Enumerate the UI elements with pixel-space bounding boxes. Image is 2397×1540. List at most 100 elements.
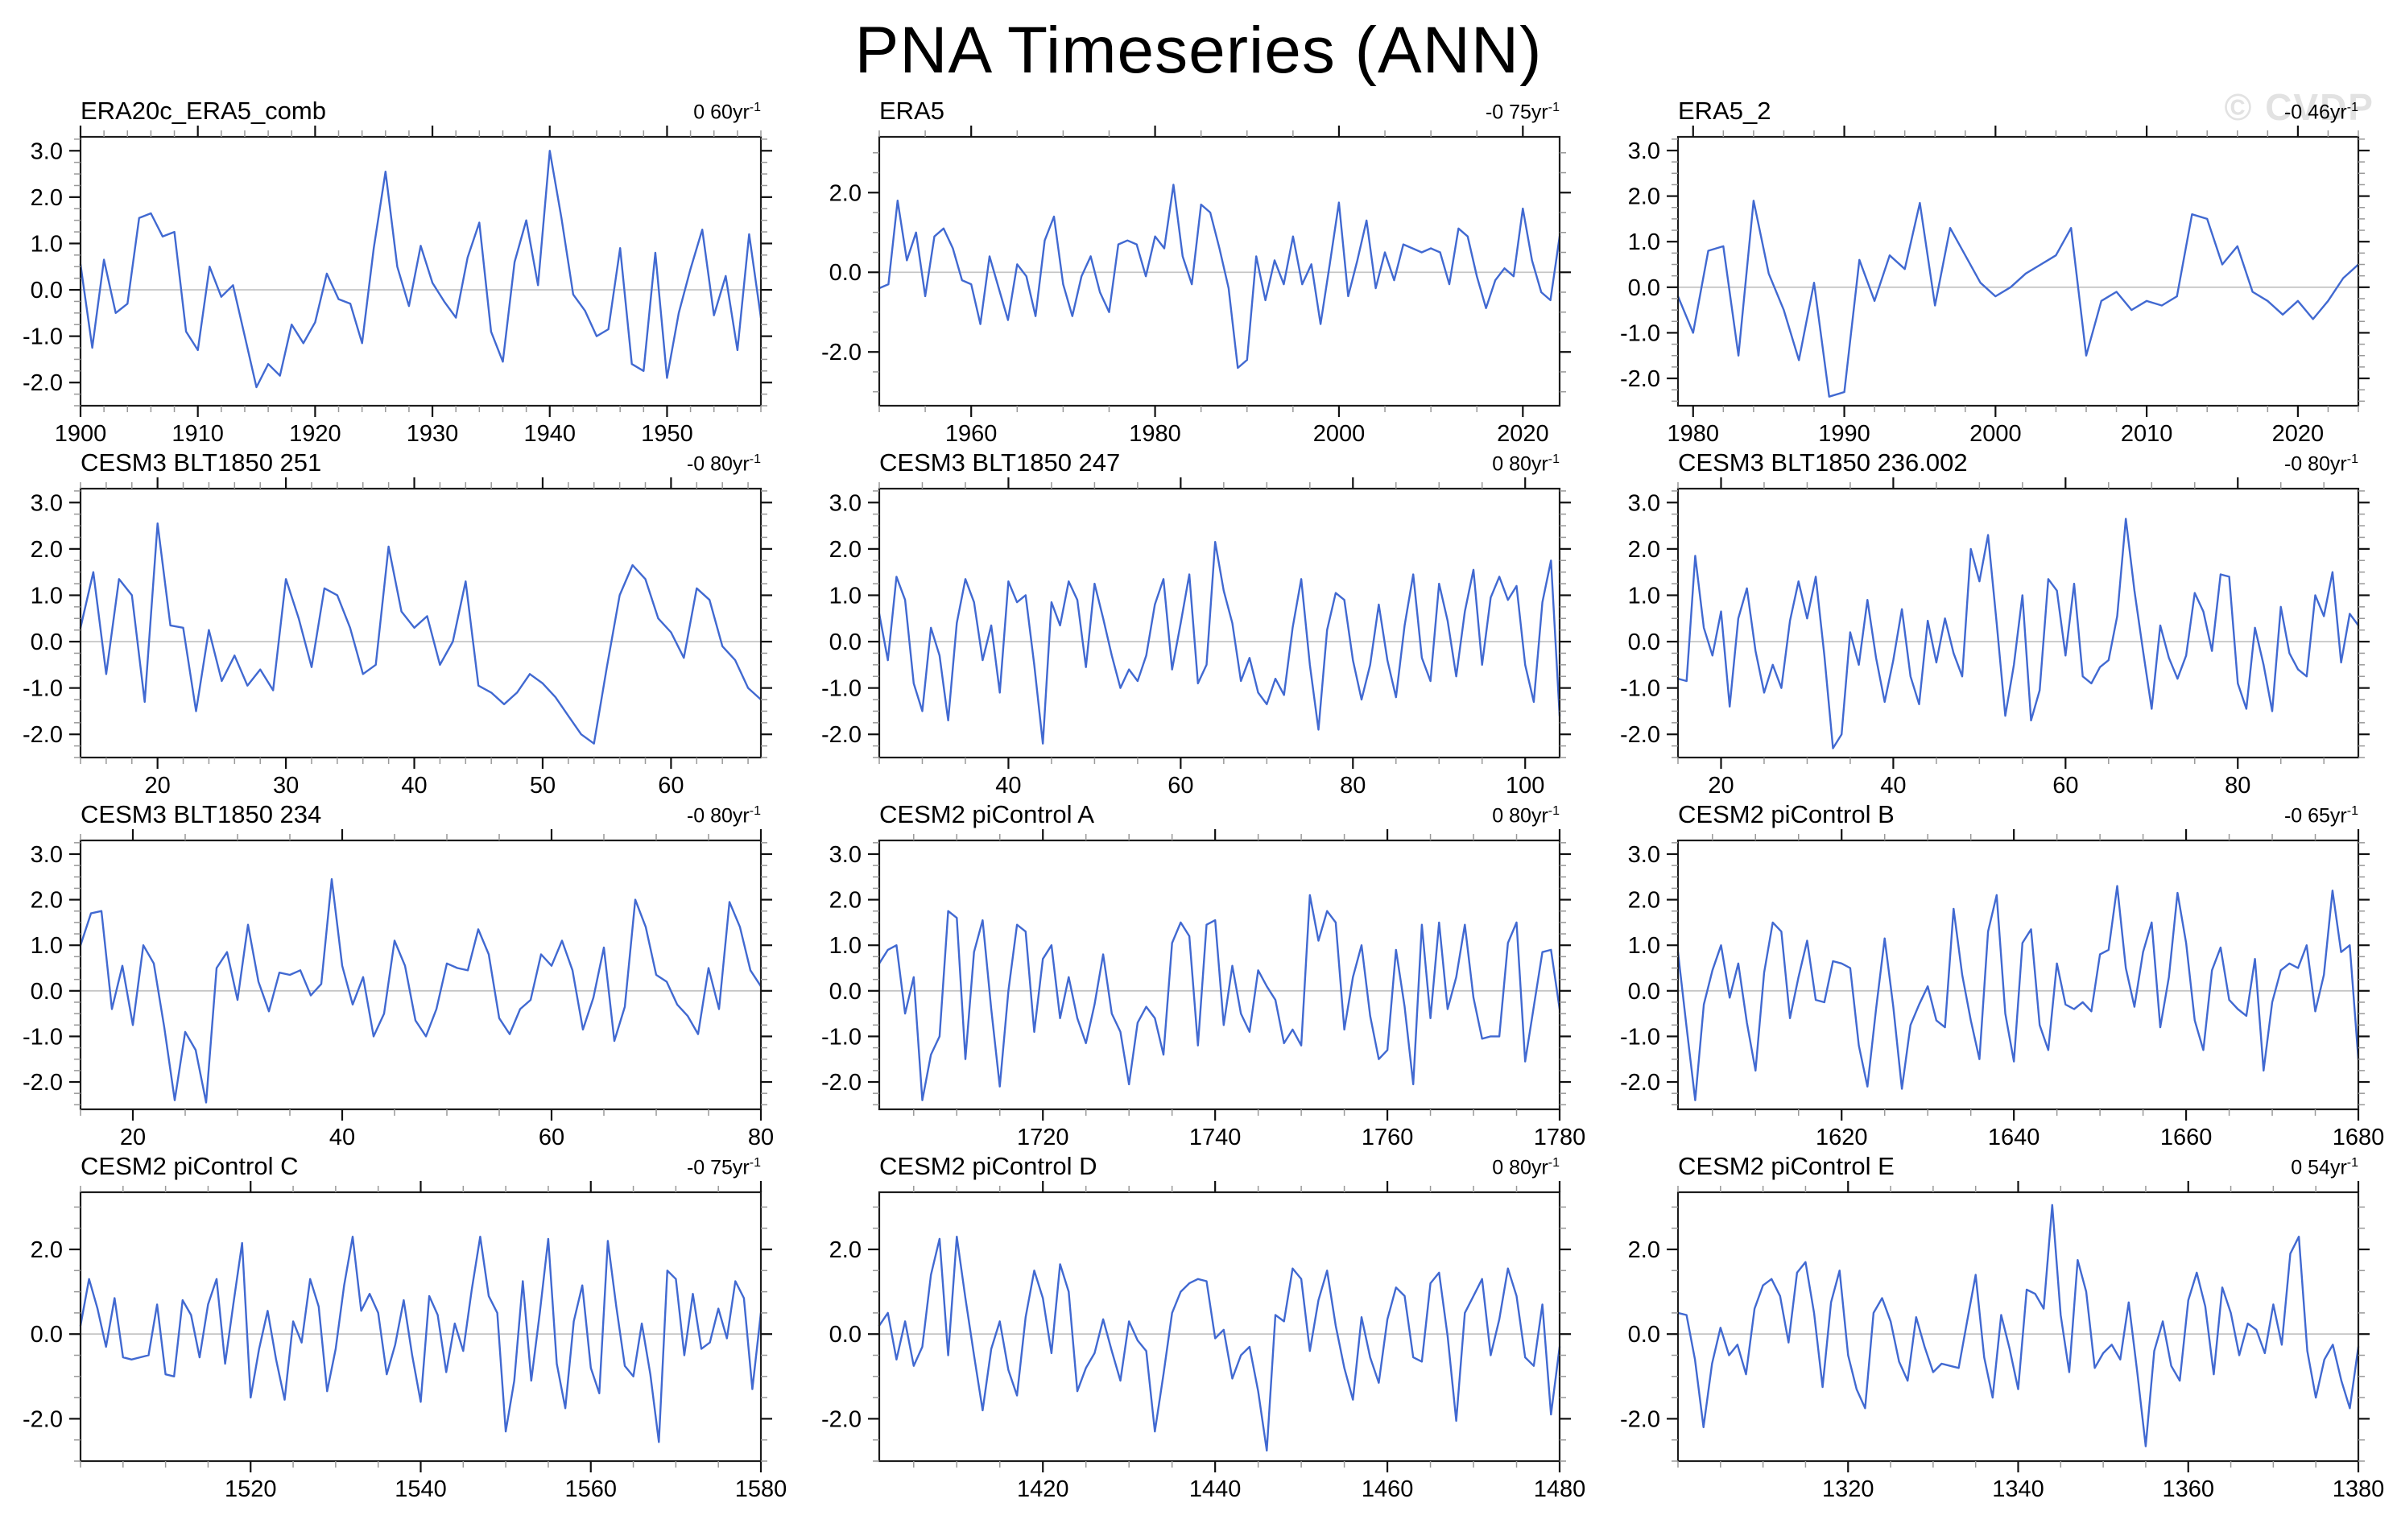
timeseries-plot: 1420 1440 1460 1480 2.0 0.0 -2.0 (821, 1181, 1585, 1501)
x-tick-label: 60 (539, 1125, 564, 1150)
x-tick-label: 60 (658, 773, 684, 798)
x-tick-label: 60 (2052, 773, 2078, 798)
panel-trend-label: 0 60yr-1 (693, 101, 761, 124)
timeseries-panel: CESM2 piControl B -0 65yr-1 1620 1640 1660 16… (1597, 799, 2396, 1150)
y-tick-label: 3.0 (829, 842, 862, 868)
y-tick-label: 3.0 (31, 842, 63, 868)
x-tick-label: 1520 (225, 1476, 277, 1501)
x-tick-label: 40 (329, 1125, 355, 1150)
y-tick-label: 0.0 (1628, 979, 1660, 1005)
x-tick-label: 20 (145, 773, 171, 798)
pna-series-line (878, 1235, 1561, 1452)
panel-trend-value: 0 80yr (1492, 1156, 1548, 1179)
panel-trend-label: -0 65yr-1 (2284, 804, 2358, 828)
x-tick-label: 1580 (735, 1476, 787, 1501)
y-tick-label: 0.0 (1628, 1322, 1660, 1348)
panel-trend-exponent: -1 (749, 100, 761, 114)
y-tick-label: -2.0 (1620, 1406, 1660, 1432)
y-tick-label: 2.0 (1628, 1237, 1660, 1263)
panel-header: CESM2 piControl C -0 75yr-1 (0, 1150, 799, 1180)
x-tick-label: 1640 (1988, 1125, 2040, 1150)
panel-header: CESM2 piControl D 0 80yr-1 (799, 1150, 1597, 1180)
pna-series-line (1676, 518, 2360, 749)
timeseries-panel: ERA20c_ERA5_comb 0 60yr-1 1900 1910 1920 1930… (0, 95, 799, 447)
y-tick-label: 2.0 (829, 537, 862, 563)
panel-header: CESM3 BLT1850 247 0 80yr-1 (799, 447, 1597, 477)
panel-header: CESM3 BLT1850 236.002 -0 80yr-1 (1597, 447, 2396, 477)
timeseries-panel: ERA5 -0 75yr-1 1960 1980 2000 2020 2.0 0.0 -2.0 (799, 95, 1597, 447)
plot-frame (1676, 1191, 2360, 1463)
y-tick-label: -1.0 (23, 676, 63, 702)
x-tick-label: 1340 (1992, 1476, 2044, 1501)
y-tick-label: 3.0 (1628, 490, 1660, 516)
x-tick-label: 30 (273, 773, 299, 798)
panel-trend-value: -0 65yr (2283, 804, 2347, 827)
panel-title: CESM2 piControl B (1678, 800, 1895, 828)
x-tick-label: 1960 (945, 421, 998, 446)
y-tick-label: 1.0 (1628, 583, 1660, 609)
x-tick-label: 1620 (1816, 1125, 1868, 1150)
y-tick-label: 0.0 (31, 1322, 63, 1348)
panel-trend-value: -0 80yr (2283, 452, 2347, 475)
panel-header: CESM2 piControl E 0 54yr-1 (1597, 1150, 2396, 1180)
x-tick-label: 1910 (172, 421, 224, 446)
plot-frame (878, 135, 1561, 407)
timeseries-panel: CESM2 piControl C -0 75yr-1 1520 1540 1560 15… (0, 1150, 799, 1502)
y-tick-label: 3.0 (1628, 842, 1660, 868)
x-tick-label: 1740 (1189, 1125, 1242, 1150)
panel-title: CESM2 piControl D (879, 1152, 1097, 1180)
y-tick-label: 2.0 (31, 185, 63, 211)
panel-trend-label: -0 80yr-1 (2284, 452, 2358, 476)
y-tick-label: 0.0 (829, 260, 862, 286)
x-tick-label: 1950 (641, 421, 693, 446)
timeseries-plot: 1720 1740 1760 1780 3.0 2.0 1.0 0.0 -1.0 -2.0 (821, 829, 1585, 1150)
panel-trend-value: 0 54yr (2291, 1156, 2347, 1179)
pna-series-line (878, 184, 1561, 370)
x-tick-label: 1420 (1017, 1476, 1069, 1501)
plot-frame (1676, 839, 2360, 1111)
panel-trend-label: 0 54yr-1 (2291, 1156, 2358, 1179)
y-tick-label: -1.0 (821, 676, 862, 702)
panel-trend-value: -0 80yr (686, 804, 750, 827)
panel-trend-exponent: -1 (1548, 452, 1560, 466)
y-tick-label: -2.0 (23, 722, 63, 748)
panel-trend-value: 0 80yr (1492, 452, 1548, 475)
timeseries-plot: 20 40 60 80 3.0 2.0 1.0 0.0 -1.0 -2.0 (1620, 477, 2370, 798)
y-tick-label: -2.0 (1620, 1070, 1660, 1096)
y-tick-label: -1.0 (23, 1024, 63, 1050)
panel-trend-label: 0 80yr-1 (1492, 804, 1560, 828)
x-tick-label: 2010 (2121, 421, 2173, 446)
panel-trend-exponent: -1 (749, 1155, 761, 1170)
panel-header: ERA5 -0 75yr-1 (799, 95, 1597, 125)
pna-series-line (79, 522, 762, 745)
panel-trend-exponent: -1 (1548, 1155, 1560, 1170)
panel-trend-label: -0 75yr-1 (687, 1156, 761, 1179)
panel-trend-value: -0 80yr (686, 452, 750, 475)
timeseries-plot: 1320 1340 1360 1380 2.0 0.0 -2.0 (1620, 1181, 2384, 1501)
timeseries-panel: CESM2 piControl A 0 80yr-1 1720 1740 1760 178… (799, 799, 1597, 1150)
x-tick-label: 1760 (1362, 1125, 1414, 1150)
plot-frame (79, 839, 762, 1111)
panel-header: ERA5_2 -0 46yr-1 (1597, 95, 2396, 125)
y-tick-label: -2.0 (1620, 722, 1660, 748)
x-tick-label: 40 (1880, 773, 1906, 798)
y-tick-label: -2.0 (821, 1070, 862, 1096)
panel-header: CESM3 BLT1850 234 -0 80yr-1 (0, 799, 799, 828)
x-tick-label: 50 (530, 773, 556, 798)
timeseries-panel: ERA5_2 -0 46yr-1 1980 1990 2000 2010 2020 3.0 2.… (1597, 95, 2396, 447)
panel-trend-label: -0 80yr-1 (687, 452, 761, 476)
timeseries-plot: 1620 1640 1660 1680 3.0 2.0 1.0 0.0 -1.0 -2.0 (1620, 829, 2385, 1150)
y-tick-label: -2.0 (23, 1406, 63, 1432)
panel-title: CESM2 piControl E (1678, 1152, 1895, 1180)
plot-frame (79, 135, 762, 407)
panel-trend-exponent: -1 (1548, 100, 1560, 114)
timeseries-plot: 1900 1910 1920 1930 1940 1950 3.0 2.0 1.0 0.0 -1.0… (23, 126, 772, 446)
x-tick-label: 20 (120, 1125, 146, 1150)
x-tick-label: 1680 (2333, 1125, 2385, 1150)
x-tick-label: 1540 (395, 1476, 447, 1501)
panel-trend-exponent: -1 (749, 803, 761, 818)
y-tick-label: -2.0 (1620, 366, 1660, 392)
x-tick-label: 20 (1708, 773, 1734, 798)
x-tick-label: 2000 (1313, 421, 1366, 446)
y-tick-label: 1.0 (1628, 933, 1660, 959)
